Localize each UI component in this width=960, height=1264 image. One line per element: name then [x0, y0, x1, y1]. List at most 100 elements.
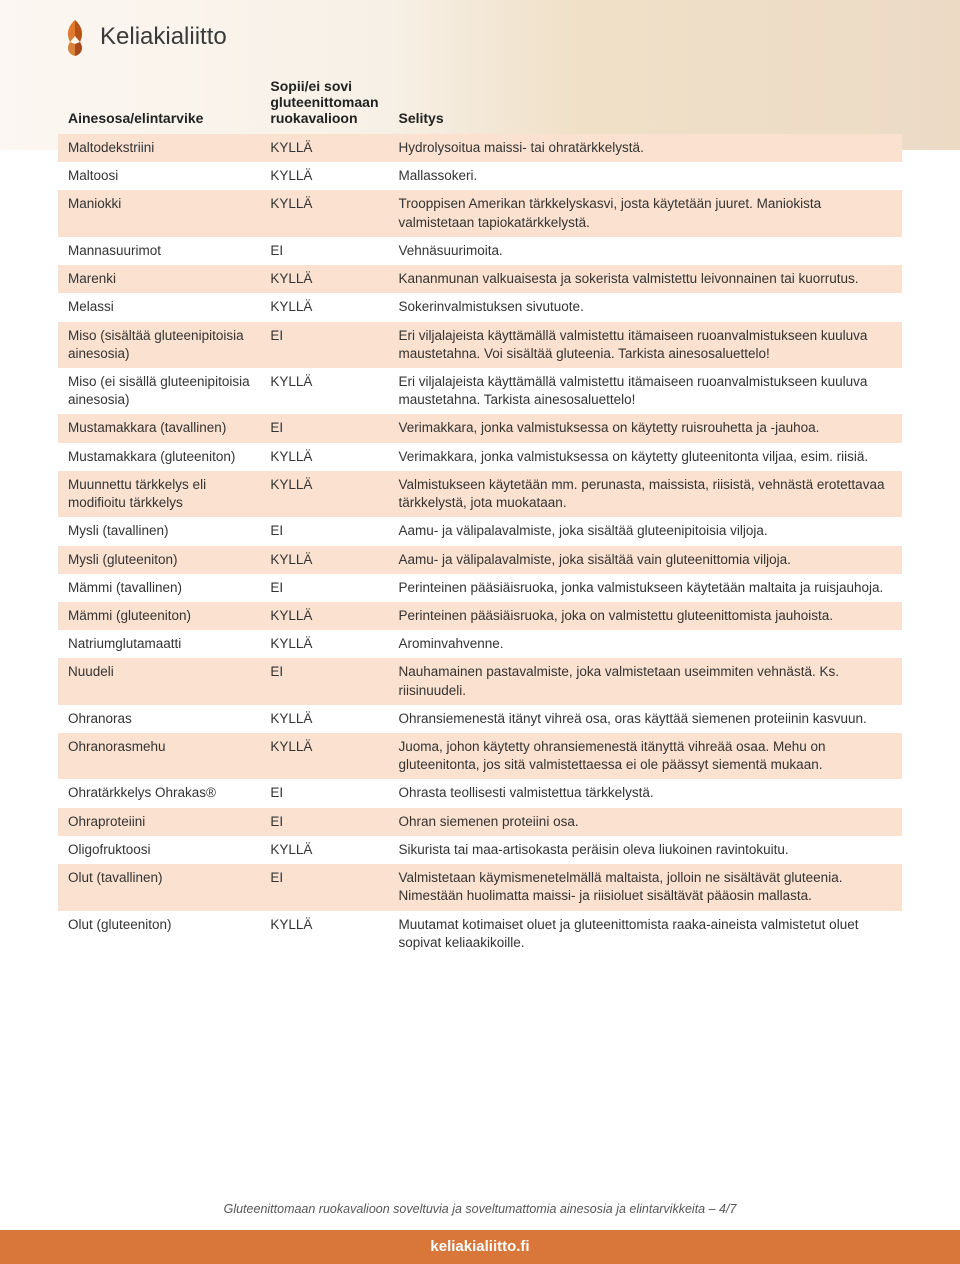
table-body: MaltodekstriiniKYLLÄHydrolysoitua maissi…: [58, 134, 902, 957]
cell-explanation: Valmistetaan käymismenetelmällä maltaist…: [388, 864, 902, 910]
cell-suitability: KYLLÄ: [260, 705, 388, 733]
cell-suitability: KYLLÄ: [260, 190, 388, 236]
table-row: OhranorasKYLLÄOhransiemenestä itänyt vih…: [58, 705, 902, 733]
cell-suitability: EI: [260, 808, 388, 836]
table-row: Mustamakkara (gluteeniton)KYLLÄVerimakka…: [58, 443, 902, 471]
logo-text: Keliakialiitto: [100, 23, 227, 51]
cell-suitability: KYLLÄ: [260, 630, 388, 658]
cell-suitability: KYLLÄ: [260, 443, 388, 471]
table-container: Ainesosa/elintarvike Sopii/ei sovi glute…: [58, 72, 902, 957]
table-row: OligofruktoosiKYLLÄSikurista tai maa-art…: [58, 836, 902, 864]
cell-ingredient: Ohranorasmehu: [58, 733, 260, 779]
cell-explanation: Perinteinen pääsiäisruoka, jonka valmist…: [388, 574, 902, 602]
cell-explanation: Eri viljalajeista käyttämällä valmistett…: [388, 322, 902, 368]
cell-explanation: Perinteinen pääsiäisruoka, joka on valmi…: [388, 602, 902, 630]
cell-explanation: Arominvahvenne.: [388, 630, 902, 658]
cell-explanation: Nauhamainen pastavalmiste, joka valmiste…: [388, 658, 902, 704]
cell-ingredient: Mämmi (tavallinen): [58, 574, 260, 602]
cell-ingredient: Ohranoras: [58, 705, 260, 733]
cell-explanation: Ohransiemenestä itänyt vihreä osa, oras …: [388, 705, 902, 733]
table-row: Muunnettu tärkkelys eli modifioitu tärkk…: [58, 471, 902, 517]
cell-suitability: KYLLÄ: [260, 134, 388, 162]
cell-explanation: Aamu- ja välipalavalmiste, joka sisältää…: [388, 517, 902, 545]
cell-ingredient: Maltoosi: [58, 162, 260, 190]
table-header-row: Ainesosa/elintarvike Sopii/ei sovi glute…: [58, 72, 902, 134]
cell-ingredient: Miso (sisältää gluteenipitoisia ainesosi…: [58, 322, 260, 368]
cell-ingredient: Marenki: [58, 265, 260, 293]
column-header-suitability: Sopii/ei sovi gluteenittomaan ruokavalio…: [260, 72, 388, 134]
cell-ingredient: Mysli (tavallinen): [58, 517, 260, 545]
cell-suitability: EI: [260, 779, 388, 807]
table-row: OhranorasmehuKYLLÄJuoma, johon käytetty …: [58, 733, 902, 779]
cell-ingredient: Maltodekstriini: [58, 134, 260, 162]
cell-ingredient: Muunnettu tärkkelys eli modifioitu tärkk…: [58, 471, 260, 517]
cell-explanation: Verimakkara, jonka valmistuksessa on käy…: [388, 443, 902, 471]
cell-explanation: Eri viljalajeista käyttämällä valmistett…: [388, 368, 902, 414]
logo-leaf-icon: [58, 18, 92, 56]
cell-ingredient: Melassi: [58, 293, 260, 321]
table-row: MaltoosiKYLLÄMallassokeri.: [58, 162, 902, 190]
cell-suitability: EI: [260, 864, 388, 910]
cell-ingredient: Olut (gluteeniton): [58, 911, 260, 957]
cell-explanation: Verimakkara, jonka valmistuksessa on käy…: [388, 414, 902, 442]
column-header-ingredient: Ainesosa/elintarvike: [58, 72, 260, 134]
cell-ingredient: Mämmi (gluteeniton): [58, 602, 260, 630]
cell-ingredient: Mustamakkara (tavallinen): [58, 414, 260, 442]
table-row: MannasuurimotEIVehnäsuurimoita.: [58, 237, 902, 265]
cell-suitability: EI: [260, 237, 388, 265]
cell-explanation: Ohran siemenen proteiini osa.: [388, 808, 902, 836]
cell-suitability: KYLLÄ: [260, 733, 388, 779]
table-row: Ohratärkkelys Ohrakas®EIOhrasta teollise…: [58, 779, 902, 807]
table-row: MaltodekstriiniKYLLÄHydrolysoitua maissi…: [58, 134, 902, 162]
cell-explanation: Ohrasta teollisesti valmistettua tärkkel…: [388, 779, 902, 807]
cell-ingredient: Miso (ei sisällä gluteenipitoisia aineso…: [58, 368, 260, 414]
footer-bar: keliakialiitto.fi: [0, 1230, 960, 1264]
cell-explanation: Aamu- ja välipalavalmiste, joka sisältää…: [388, 546, 902, 574]
table-row: NatriumglutamaattiKYLLÄArominvahvenne.: [58, 630, 902, 658]
table-row: Miso (sisältää gluteenipitoisia ainesosi…: [58, 322, 902, 368]
cell-suitability: KYLLÄ: [260, 471, 388, 517]
logo: Keliakialiitto: [58, 18, 227, 56]
cell-ingredient: Mustamakkara (gluteeniton): [58, 443, 260, 471]
table-row: Olut (tavallinen)EIValmistetaan käymisme…: [58, 864, 902, 910]
cell-explanation: Sokerinvalmistuksen sivutuote.: [388, 293, 902, 321]
cell-ingredient: Maniokki: [58, 190, 260, 236]
cell-ingredient: Ohratärkkelys Ohrakas®: [58, 779, 260, 807]
cell-suitability: KYLLÄ: [260, 836, 388, 864]
cell-suitability: EI: [260, 322, 388, 368]
cell-explanation: Valmistukseen käytetään mm. perunasta, m…: [388, 471, 902, 517]
cell-suitability: KYLLÄ: [260, 546, 388, 574]
column-header-explanation: Selitys: [388, 72, 902, 134]
cell-ingredient: Natriumglutamaatti: [58, 630, 260, 658]
cell-suitability: KYLLÄ: [260, 911, 388, 957]
cell-explanation: Muutamat kotimaiset oluet ja gluteenitto…: [388, 911, 902, 957]
cell-explanation: Trooppisen Amerikan tärkkelyskasvi, jost…: [388, 190, 902, 236]
cell-suitability: KYLLÄ: [260, 162, 388, 190]
table-row: MarenkiKYLLÄKananmunan valkuaisesta ja s…: [58, 265, 902, 293]
table-row: OhraproteiiniEIOhran siemenen proteiini …: [58, 808, 902, 836]
cell-ingredient: Olut (tavallinen): [58, 864, 260, 910]
cell-suitability: EI: [260, 517, 388, 545]
table-row: NuudeliEINauhamainen pastavalmiste, joka…: [58, 658, 902, 704]
cell-suitability: KYLLÄ: [260, 368, 388, 414]
cell-explanation: Vehnäsuurimoita.: [388, 237, 902, 265]
table-row: Miso (ei sisällä gluteenipitoisia aineso…: [58, 368, 902, 414]
cell-explanation: Kananmunan valkuaisesta ja sokerista val…: [388, 265, 902, 293]
cell-explanation: Mallassokeri.: [388, 162, 902, 190]
table-row: ManiokkiKYLLÄTrooppisen Amerikan tärkkel…: [58, 190, 902, 236]
cell-explanation: Juoma, johon käytetty ohransiemenestä it…: [388, 733, 902, 779]
cell-explanation: Hydrolysoitua maissi- tai ohratärkkelyst…: [388, 134, 902, 162]
table-row: Mustamakkara (tavallinen)EIVerimakkara, …: [58, 414, 902, 442]
cell-ingredient: Ohraproteiini: [58, 808, 260, 836]
table-row: MelassiKYLLÄSokerinvalmistuksen sivutuot…: [58, 293, 902, 321]
cell-suitability: KYLLÄ: [260, 265, 388, 293]
cell-ingredient: Oligofruktoosi: [58, 836, 260, 864]
table-row: Mysli (gluteeniton)KYLLÄAamu- ja välipal…: [58, 546, 902, 574]
ingredients-table: Ainesosa/elintarvike Sopii/ei sovi glute…: [58, 72, 902, 957]
table-row: Mysli (tavallinen)EIAamu- ja välipalaval…: [58, 517, 902, 545]
table-row: Olut (gluteeniton)KYLLÄMuutamat kotimais…: [58, 911, 902, 957]
cell-ingredient: Nuudeli: [58, 658, 260, 704]
cell-ingredient: Mannasuurimot: [58, 237, 260, 265]
footer-caption: Gluteenittomaan ruokavalioon soveltuvia …: [0, 1202, 960, 1216]
table-row: Mämmi (gluteeniton)KYLLÄPerinteinen pääs…: [58, 602, 902, 630]
